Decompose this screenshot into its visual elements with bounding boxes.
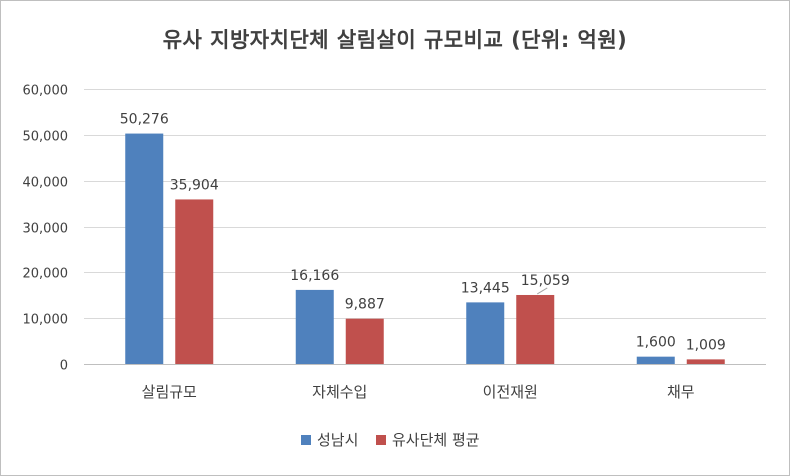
data-label: 1,600 [636,335,676,351]
bar [125,133,164,364]
data-label: 16,166 [290,268,339,284]
bar [295,289,334,364]
bar [686,359,725,364]
legend-swatch [376,435,386,445]
y-tick-label: 40,000 [23,176,69,191]
x-tick-label: 살림규모 [142,383,197,401]
bar [466,302,505,364]
legend-label: 유사단체 평균 [392,431,480,449]
legend-swatch [301,435,311,445]
data-label: 35,904 [170,177,219,193]
y-tick-label: 0 [60,359,68,374]
data-label: 15,059 [521,273,570,289]
x-tick-label: 이전재원 [483,383,538,401]
y-tick-label: 10,000 [23,313,69,328]
data-label: 1,009 [686,337,726,353]
y-tick-label: 50,000 [23,130,69,145]
bars [125,133,725,364]
bar [636,356,675,364]
label-leader-line [536,287,548,295]
data-label: 9,887 [345,297,385,313]
bar [175,199,214,364]
y-tick-label: 30,000 [23,222,69,237]
x-axis: 살림규모 자체수입 이전재원 채무 [142,383,695,401]
y-tick-label: 60,000 [23,84,69,99]
data-label: 13,445 [461,280,510,296]
bar [345,318,384,364]
data-labels: 50,276 35,904 16,166 9,887 13,445 15,059 1,600… [120,112,726,354]
legend-label: 성남시 [317,431,358,449]
x-tick-label: 채무 [667,383,695,401]
bar [516,294,555,364]
chart-title: 유사 지방자치단체 살림살이 규모비교 (단위: 억원) [162,28,628,52]
legend: 성남시 유사단체 평균 [301,431,480,449]
data-label: 50,276 [120,112,169,128]
x-tick-label: 자체수입 [312,383,367,401]
y-tick-label: 20,000 [23,267,69,282]
y-axis: 0 10,000 20,000 30,000 40,000 50,000 60,000 [23,84,69,374]
